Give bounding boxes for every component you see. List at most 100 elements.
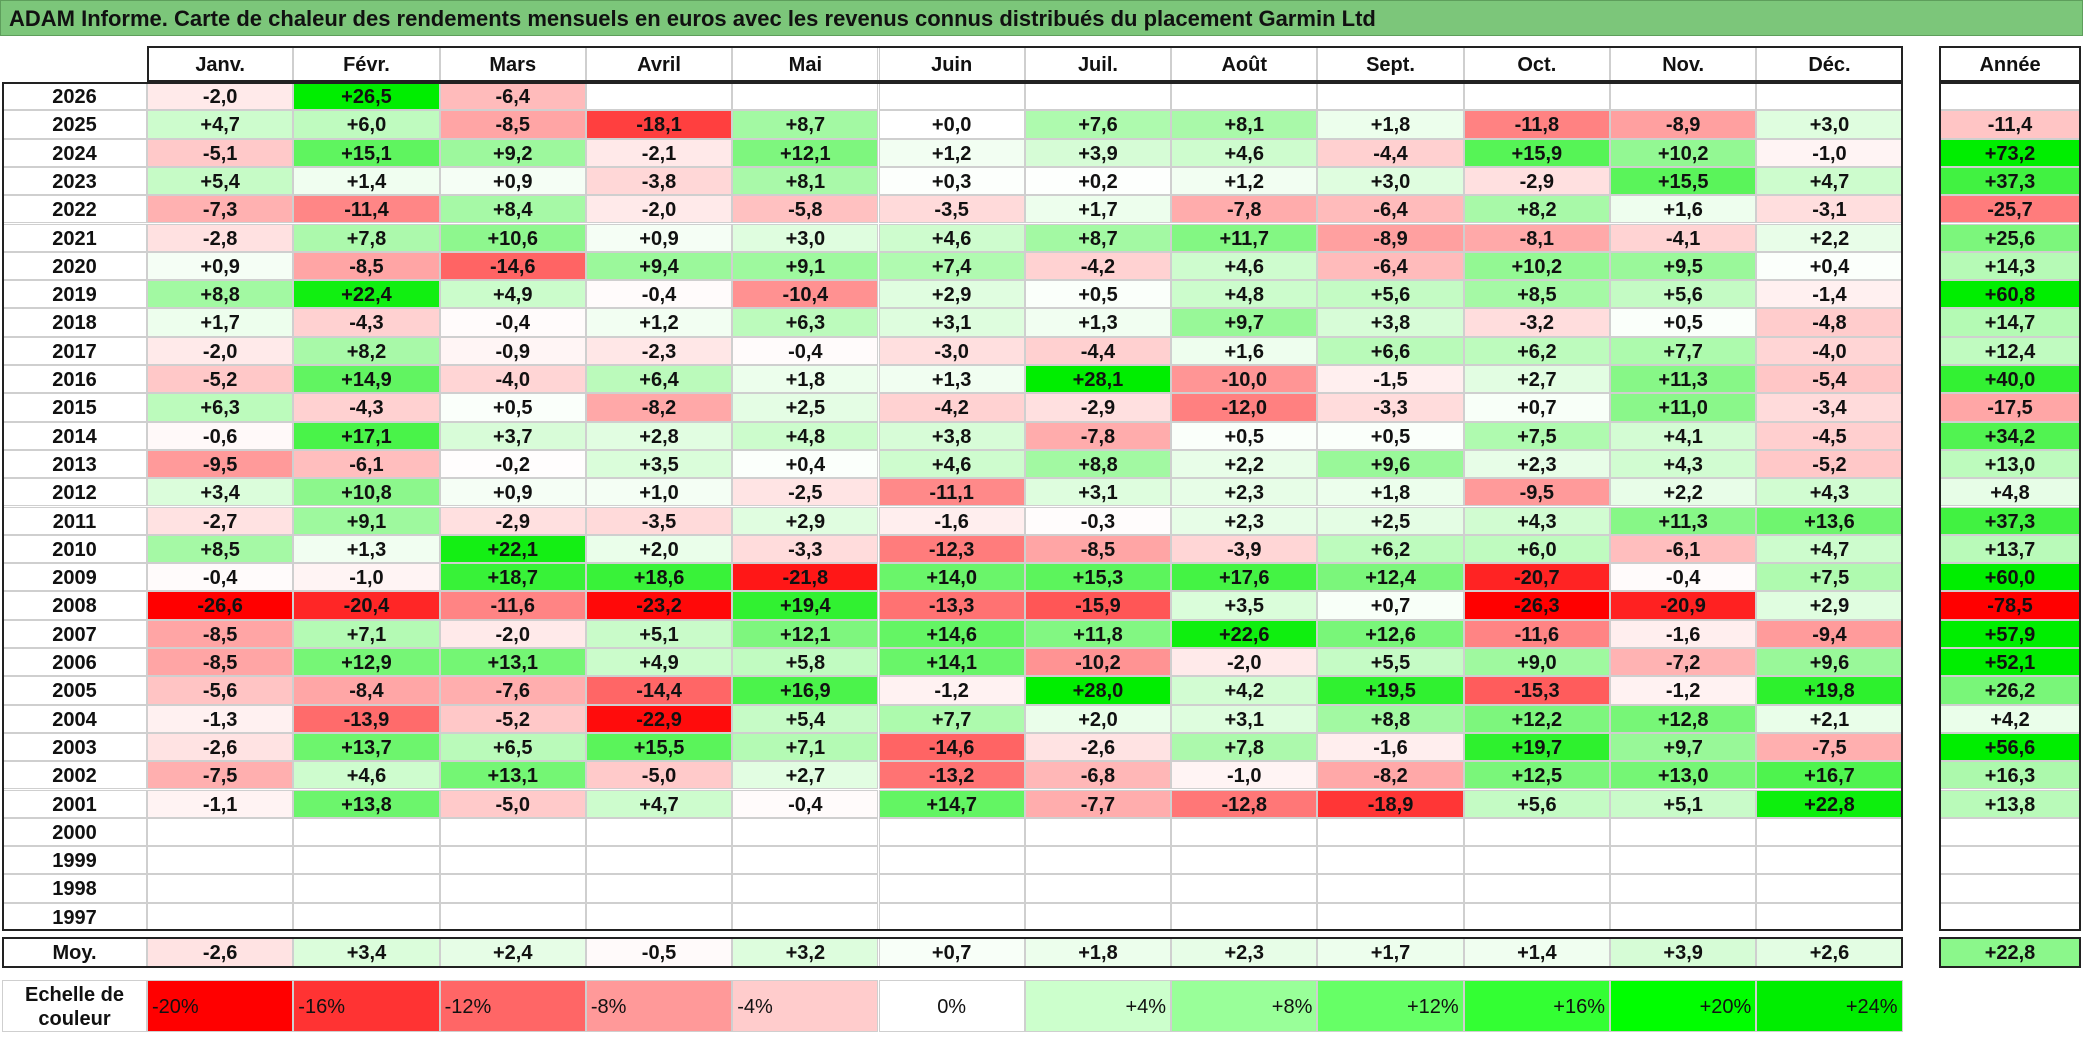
heatmap-cell: -7,6 <box>439 676 586 705</box>
heatmap-cell: +14,0 <box>878 563 1025 592</box>
heatmap-cell: -7,8 <box>1024 421 1172 450</box>
average-cell: +1,7 <box>1317 937 1464 968</box>
heatmap-cell: -5,8 <box>732 195 879 224</box>
color-scale-step: -12% <box>439 980 586 1032</box>
heatmap-cell: -11,6 <box>1463 619 1610 648</box>
annual-cell: +13,7 <box>1939 534 2081 564</box>
heatmap-cell: +10,8 <box>293 478 440 507</box>
heatmap-cell <box>1610 82 1757 111</box>
heatmap-cell: +4,6 <box>1171 138 1318 167</box>
heatmap-cell: -0,2 <box>439 449 586 479</box>
year-label: 2012 <box>2 478 147 507</box>
heatmap-cell: +17,1 <box>293 421 440 450</box>
heatmap-cell: -3,0 <box>878 336 1025 365</box>
heatmap-cell: +12,9 <box>293 648 440 677</box>
heatmap-cell <box>1756 902 1903 931</box>
heatmap-cell: +6,3 <box>732 308 879 337</box>
heatmap-cell: -2,0 <box>585 195 733 224</box>
year-label: 2006 <box>2 648 147 677</box>
year-label: 2015 <box>2 393 147 422</box>
heatmap-cell: -20,9 <box>1610 591 1757 620</box>
heatmap-cell <box>732 817 879 847</box>
heatmap-cell: +7,6 <box>1024 110 1172 139</box>
heatmap-cell <box>147 846 294 875</box>
heatmap-cell: +8,4 <box>439 195 586 224</box>
annual-cell: +25,6 <box>1939 223 2081 252</box>
heatmap-cell <box>293 846 440 875</box>
heatmap-cell: +1,8 <box>732 365 879 394</box>
heatmap-cell: +2,5 <box>1317 506 1464 535</box>
heatmap-cell <box>1171 82 1318 111</box>
heatmap-cell <box>439 874 586 903</box>
annual-cell: +34,2 <box>1939 421 2081 450</box>
heatmap-cell: +0,3 <box>878 166 1025 196</box>
month-header: Févr. <box>293 46 440 82</box>
heatmap-cell: -18,1 <box>585 110 733 139</box>
heatmap-cell: +0,9 <box>147 251 294 281</box>
heatmap-cell: -1,3 <box>147 704 294 733</box>
heatmap-cell: +8,2 <box>1463 195 1610 224</box>
heatmap-cell <box>1317 817 1464 847</box>
heatmap-cell: -0,4 <box>585 280 733 309</box>
heatmap-cell: +28,0 <box>1024 676 1172 705</box>
heatmap-cell <box>1024 874 1172 903</box>
year-label: 2020 <box>2 251 147 281</box>
heatmap-cell: +4,8 <box>732 421 879 450</box>
heatmap-cell: +12,1 <box>732 619 879 648</box>
heatmap-cell <box>878 82 1025 111</box>
heatmap-cell <box>1463 817 1610 847</box>
annual-cell: +73,2 <box>1939 138 2081 167</box>
heatmap-cell: -1,6 <box>1610 619 1757 648</box>
heatmap-cell: +2,9 <box>878 280 1025 309</box>
heatmap-cell: -6,8 <box>1024 761 1172 790</box>
average-cell: +3,2 <box>732 937 879 968</box>
heatmap-cell: -10,0 <box>1171 365 1318 394</box>
heatmap-cell <box>1610 902 1757 931</box>
heatmap-cell: -1,2 <box>878 676 1025 705</box>
heatmap-cell: +5,8 <box>732 648 879 677</box>
color-scale-step: +4% <box>1024 980 1172 1032</box>
annual-cell: +56,6 <box>1939 732 2081 762</box>
annual-cell: +60,0 <box>1939 563 2081 592</box>
month-header: Avril <box>585 46 733 82</box>
heatmap-cell: -1,5 <box>1317 365 1464 394</box>
year-label: 2004 <box>2 704 147 733</box>
month-header: Juil. <box>1024 46 1172 82</box>
heatmap-cell: +11,8 <box>1024 619 1172 648</box>
heatmap-cell: -9,5 <box>1463 478 1610 507</box>
annual-cell: +13,8 <box>1939 789 2081 818</box>
year-label: 2026 <box>2 82 147 111</box>
year-label: 2014 <box>2 421 147 450</box>
heatmap-cell <box>147 902 294 931</box>
heatmap-cell: -4,8 <box>1756 308 1903 337</box>
heatmap-cell: +6,4 <box>585 365 733 394</box>
heatmap-cell: +10,2 <box>1463 251 1610 281</box>
heatmap-cell: -7,3 <box>147 195 294 224</box>
heatmap-cell <box>1024 82 1172 111</box>
heatmap-cell: -13,9 <box>293 704 440 733</box>
heatmap-cell: +2,9 <box>1756 591 1903 620</box>
heatmap-cell: -4,4 <box>1024 336 1172 365</box>
heatmap-cell: +7,7 <box>878 704 1025 733</box>
heatmap-cell: +12,6 <box>1317 619 1464 648</box>
heatmap-cell: +18,7 <box>439 563 586 592</box>
heatmap-cell: +2,3 <box>1171 478 1318 507</box>
annual-cell: +4,2 <box>1939 704 2081 733</box>
heatmap-cell: +9,7 <box>1610 732 1757 762</box>
heatmap-cell: +13,1 <box>439 761 586 790</box>
heatmap-cell: +4,8 <box>1171 280 1318 309</box>
heatmap-cell: +0,2 <box>1024 166 1172 196</box>
heatmap-cell: +2,2 <box>1610 478 1757 507</box>
heatmap-cell: -5,6 <box>147 676 294 705</box>
heatmap-cell: +8,7 <box>1024 223 1172 252</box>
heatmap-cell: +16,9 <box>732 676 879 705</box>
heatmap-cell: +7,5 <box>1756 563 1903 592</box>
heatmap-cell: +1,0 <box>585 478 733 507</box>
month-header: Août <box>1171 46 1318 82</box>
heatmap-cell: +1,6 <box>1171 336 1318 365</box>
annual-cell <box>1939 846 2081 875</box>
heatmap-cell: -0,4 <box>439 308 586 337</box>
annual-cell: +40,0 <box>1939 365 2081 394</box>
heatmap-cell: -8,2 <box>1317 761 1464 790</box>
heatmap-cell: -3,4 <box>1756 393 1903 422</box>
